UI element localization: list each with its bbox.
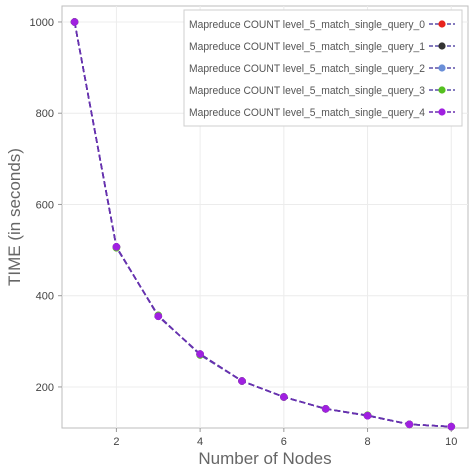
legend-item: Mapreduce COUNT level_5_match_single_que… (189, 63, 455, 75)
legend-marker (438, 64, 446, 72)
tick-labels: 2 4 6 8 10 200 400 600 800 1000 (30, 17, 458, 448)
x-axis-title: Number of Nodes (198, 449, 331, 468)
legend-label: Mapreduce COUNT level_5_match_single_que… (189, 63, 425, 75)
x-tick-label: 2 (113, 436, 119, 448)
y-tick-label: 600 (36, 199, 54, 211)
y-tick-label: 400 (36, 291, 54, 303)
series-4 (70, 18, 456, 431)
legend-label: Mapreduce COUNT level_5_match_single_que… (189, 107, 425, 119)
x-tick-label: 4 (197, 436, 203, 448)
data-point (321, 404, 330, 413)
x-tick-label: 8 (364, 436, 370, 448)
legend: Mapreduce COUNT level_5_match_single_que… (183, 9, 463, 127)
data-point (238, 377, 246, 385)
series-line (73, 21, 452, 428)
legend-marker (438, 42, 446, 50)
data-point (405, 420, 414, 429)
legend-marker (438, 108, 446, 116)
data-point (363, 411, 372, 420)
y-tick-label: 200 (36, 382, 54, 394)
legend-label: Mapreduce COUNT level_5_match_single_que… (189, 41, 425, 53)
data-point (279, 393, 288, 401)
legend-item: Mapreduce COUNT level_5_match_single_que… (189, 19, 455, 31)
series-layer (70, 18, 456, 431)
x-tick-label: 6 (281, 436, 287, 448)
legend-box (183, 9, 463, 127)
data-point (70, 18, 79, 26)
legend-label: Mapreduce COUNT level_5_match_single_que… (189, 19, 425, 31)
legend-item: Mapreduce COUNT level_5_match_single_que… (189, 41, 455, 53)
legend-item: Mapreduce COUNT level_5_match_single_que… (189, 85, 455, 97)
legend-label: Mapreduce COUNT level_5_match_single_que… (189, 85, 425, 97)
y-tick-label: 800 (36, 108, 54, 120)
y-tick-label: 1000 (30, 17, 54, 29)
data-point (112, 243, 121, 251)
data-point (447, 422, 456, 431)
legend-marker (438, 86, 446, 94)
legend-marker (438, 20, 446, 28)
data-point (196, 350, 204, 358)
data-point (154, 312, 163, 321)
x-tick-label: 10 (445, 436, 457, 448)
legend-item: Mapreduce COUNT level_5_match_single_que… (189, 107, 455, 119)
y-axis-title: TIME (in seconds) (5, 148, 24, 286)
